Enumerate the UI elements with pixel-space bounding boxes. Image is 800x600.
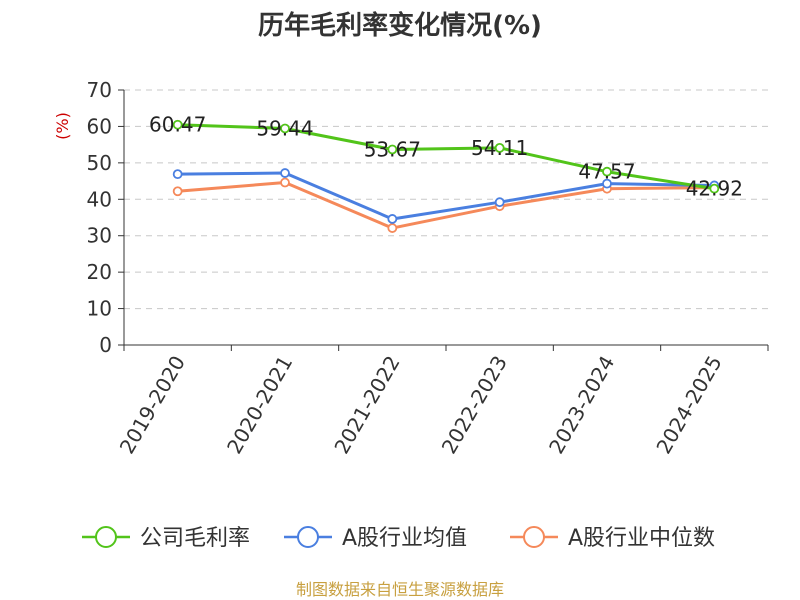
legend-marker: [297, 526, 319, 548]
data-point: [602, 166, 612, 177]
x-tick-label: 2023-2024: [544, 352, 619, 458]
chart-title: 历年毛利率变化情况(%): [258, 10, 542, 41]
legend-label: A股行业均值: [342, 526, 467, 551]
legend-label: 公司毛利率: [140, 526, 250, 551]
y-tick-label: 60: [87, 114, 112, 138]
data-label: 54.11: [471, 136, 528, 160]
series-2: [172, 177, 720, 233]
legend-item: A股行业均值: [284, 526, 467, 551]
data-label: 59.44: [256, 116, 313, 140]
legend: 公司毛利率 A股行业均值 A股行业中位数: [82, 526, 715, 551]
legend-marker: [523, 526, 545, 548]
legend-item: 公司毛利率: [82, 526, 250, 551]
data-point: [387, 223, 398, 233]
data-label: 53.67: [364, 137, 421, 161]
grid-lines: [124, 89, 768, 310]
data-point: [172, 119, 183, 130]
y-tick-label: 20: [87, 260, 112, 284]
data-point: [172, 169, 183, 180]
x-tick-label: 2021-2022: [329, 352, 404, 458]
y-tick-label: 70: [87, 78, 112, 102]
legend-label: A股行业中位数: [568, 526, 715, 551]
data-label: 42.92: [686, 177, 743, 201]
y-tick-label: 30: [87, 224, 112, 248]
data-label: 47.57: [578, 160, 635, 184]
data-point: [387, 144, 398, 155]
x-tick-label: 2020-2021: [222, 352, 297, 458]
legend-marker: [95, 526, 117, 548]
x-tick-label: 2024-2025: [651, 352, 726, 458]
data-point: [280, 123, 290, 134]
x-tick-label: 2019-2020: [115, 352, 190, 458]
data-label: 60.47: [149, 113, 206, 137]
data-point: [494, 142, 505, 153]
data-point: [387, 214, 398, 224]
legend-item: A股行业中位数: [510, 526, 715, 551]
data-point: [709, 183, 720, 194]
y-tick-label: 0: [99, 333, 112, 357]
y-tick-label: 40: [87, 187, 112, 211]
series-line: [177, 181, 715, 230]
series-line: [177, 171, 715, 221]
source-note: 制图数据来自恒生聚源数据库: [296, 580, 504, 599]
y-axis-unit-label: (%): [53, 112, 72, 140]
series-line: [177, 123, 715, 191]
y-tick-label: 50: [87, 151, 112, 175]
series-1: [172, 168, 720, 224]
data-labels: 60.47 59.44 53.67 54.11 47.57 42.92: [149, 113, 743, 201]
data-point: [494, 197, 505, 208]
data-point: [280, 177, 290, 188]
series-layer: [172, 119, 720, 233]
x-tick-label: 2022-2023: [437, 351, 512, 457]
data-point: [280, 168, 290, 178]
data-point: [602, 178, 612, 189]
data-point: [172, 186, 183, 197]
y-tick-label: 10: [87, 297, 112, 321]
series-0: [172, 119, 720, 194]
